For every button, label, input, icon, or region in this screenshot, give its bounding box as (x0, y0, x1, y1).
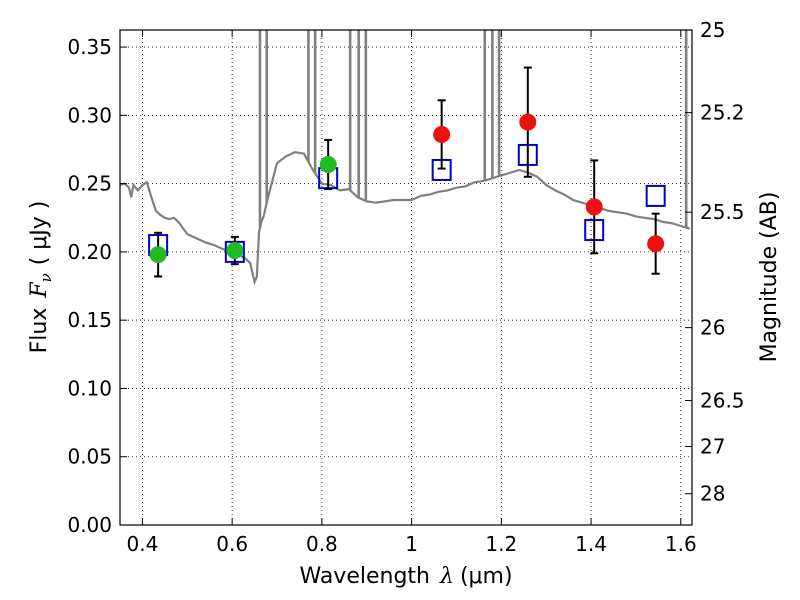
y2-tick-label: 28 (700, 482, 725, 506)
green-point (319, 156, 337, 174)
x-tick-label: 1.6 (665, 532, 697, 556)
x-tick-label: 0.6 (216, 532, 248, 556)
y2-tick-label: 26.5 (700, 388, 745, 412)
y-tick-label: 0.05 (67, 445, 112, 469)
red-point (433, 125, 451, 143)
y-axis-label-unit: ( μJy ) (27, 201, 52, 266)
y2-tick-label: 27 (700, 434, 725, 458)
plot-frame (119, 29, 693, 526)
y-tick-label: 0.15 (67, 308, 112, 332)
y2-tick-label: 25.2 (700, 101, 745, 125)
red-point (519, 113, 537, 131)
x-tick-label: 0.4 (127, 532, 159, 556)
axis-ticks: 0.4 0.6 0.8 1 1.2 1.4 1.6 0.00 0.05 0.10 0.15 0.20 0… (67, 18, 744, 556)
y-tick-label: 0.00 (67, 513, 112, 537)
photometry-points (148, 66, 666, 278)
x-tick-label: 0.8 (306, 532, 338, 556)
green-point (226, 242, 244, 260)
y-tick-label: 0.35 (67, 35, 112, 59)
x-axis-label: Wavelength λ (μm) (299, 564, 512, 589)
x-tick-label: 1 (405, 532, 418, 556)
y2-tick-label: 25 (700, 18, 725, 42)
y2-axis-label: Magnitude (AB) (757, 192, 782, 363)
y-tick-label: 0.10 (67, 376, 112, 400)
x-tick-label: 1.2 (485, 532, 517, 556)
y-tick-label: 0.20 (67, 240, 112, 264)
red-point (585, 198, 603, 216)
y2-tick-label: 26 (700, 316, 725, 340)
x-axis-label-symbol: λ (439, 564, 454, 589)
y-tick-label: 0.25 (67, 172, 112, 196)
y-axis-label-text: Flux (27, 308, 52, 354)
x-tick-label: 1.4 (575, 532, 607, 556)
y-axis-label-symbol: F (27, 282, 52, 299)
model-spectrum (120, 30, 691, 286)
red-point (647, 235, 665, 253)
y-axis-label: Flux Fν ( μJy ) (27, 201, 55, 354)
y-axis-label-sub: ν (37, 273, 55, 282)
model-square (645, 184, 666, 207)
green-point (149, 246, 167, 264)
y2-tick-label: 25.5 (700, 200, 745, 224)
grid (120, 30, 692, 526)
x-axis-label-unit: (μm) (460, 564, 513, 589)
x-axis-label-text: Wavelength (299, 564, 430, 589)
y-tick-label: 0.30 (67, 103, 112, 127)
model-spectrum-line (120, 151, 691, 286)
